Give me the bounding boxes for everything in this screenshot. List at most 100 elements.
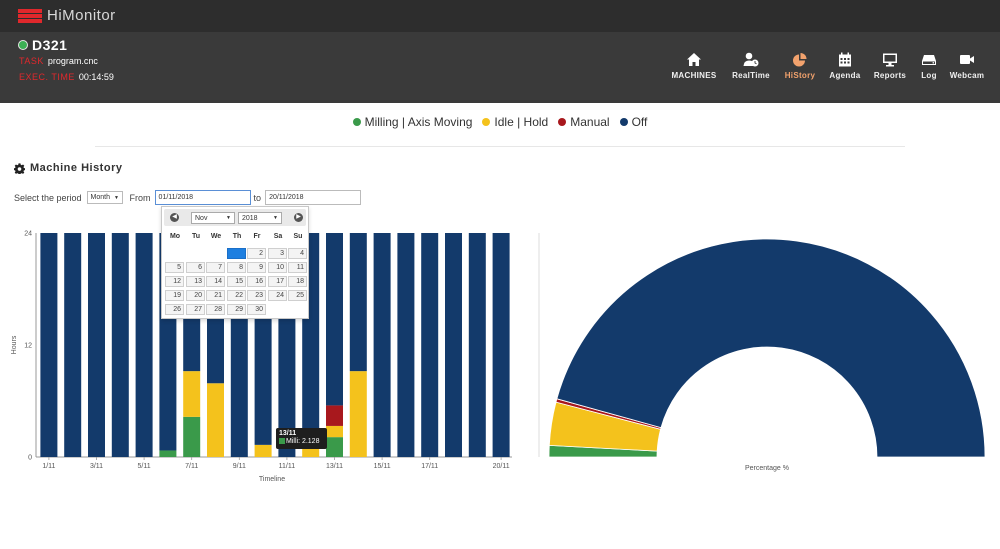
tooltip-swatch-icon bbox=[279, 438, 285, 445]
legend-dot-icon bbox=[619, 118, 628, 126]
calendar-day[interactable]: 4 bbox=[288, 248, 307, 259]
calendar-day[interactable]: 22 bbox=[227, 290, 246, 301]
calendar-day[interactable]: 17 bbox=[268, 276, 287, 287]
calendar-day[interactable]: 9 bbox=[247, 262, 266, 273]
calendar-day[interactable]: 15 bbox=[227, 276, 246, 287]
calendar-day[interactable]: 28 bbox=[206, 304, 225, 315]
calendar-day[interactable]: 7 bbox=[206, 262, 225, 273]
month-select[interactable]: Nov ▼ bbox=[191, 212, 235, 224]
app-logo[interactable]: HiMonitor bbox=[18, 7, 116, 24]
legend-item-manual[interactable]: Manual bbox=[558, 115, 610, 129]
x-axis-title: Timeline bbox=[259, 476, 285, 483]
bar-segment-off[interactable] bbox=[326, 233, 343, 406]
period-select[interactable]: Month ▼ bbox=[86, 191, 123, 204]
calendar-day[interactable]: 29 bbox=[227, 304, 246, 315]
bar-segment-off[interactable] bbox=[88, 233, 105, 457]
bar-segment-idle[interactable] bbox=[207, 383, 224, 457]
bar-segment-idle[interactable] bbox=[254, 444, 272, 457]
calendar-day[interactable]: 25 bbox=[288, 290, 307, 301]
calendar-day[interactable]: 24 bbox=[268, 290, 287, 301]
to-date-input[interactable]: 20/11/2018 bbox=[265, 190, 362, 205]
to-label: to bbox=[253, 192, 262, 203]
period-selector: Select the period Month ▼ From 01/11/201… bbox=[14, 190, 362, 205]
nav-machines[interactable]: MACHINES bbox=[671, 52, 717, 86]
y-tick-label: 24 bbox=[24, 231, 32, 238]
weekday-label: Mo bbox=[169, 233, 181, 240]
calendar-day[interactable]: 20 bbox=[186, 290, 205, 301]
from-date-input[interactable]: 01/11/2018 bbox=[154, 190, 251, 205]
calendar-day[interactable]: 23 bbox=[247, 290, 266, 301]
bar-segment-milling[interactable] bbox=[326, 437, 343, 457]
calendar-day[interactable]: 30 bbox=[247, 304, 266, 315]
calendar-day[interactable]: 19 bbox=[165, 290, 184, 301]
bar-segment-milling[interactable] bbox=[159, 450, 177, 457]
year-value: 2018 bbox=[242, 214, 258, 222]
bar-segment-off[interactable] bbox=[492, 233, 510, 457]
bar-segment-off[interactable] bbox=[349, 233, 367, 372]
calendar-day[interactable]: 2 bbox=[247, 248, 266, 259]
legend-item-milling[interactable]: Milling | Axis Moving bbox=[352, 115, 473, 129]
exec-time-label: EXEC. TIME bbox=[19, 72, 75, 82]
bar-segment-off[interactable] bbox=[373, 233, 391, 457]
gear-icon bbox=[14, 162, 25, 174]
legend-dot-icon bbox=[558, 118, 567, 126]
machine-name: D321 bbox=[32, 37, 68, 53]
calendar-day[interactable]: 13 bbox=[186, 276, 205, 287]
x-tick-label: 5/11 bbox=[138, 463, 151, 470]
legend-label: Idle | Hold bbox=[494, 115, 549, 129]
calendar-day[interactable]: 11 bbox=[288, 262, 307, 273]
year-select[interactable]: 2018 ▼ bbox=[238, 212, 282, 224]
chart-tooltip: 13/11 Milli: 2.128 bbox=[276, 428, 327, 449]
legend-label: Manual bbox=[570, 115, 610, 129]
calendar-day[interactable]: 16 bbox=[247, 276, 266, 287]
bar-segment-off[interactable] bbox=[111, 233, 129, 457]
nav-label: Log bbox=[921, 71, 937, 80]
y-axis-title: Hours bbox=[11, 335, 18, 354]
x-tick-label: 15/11 bbox=[374, 463, 391, 470]
bar-segment-milling[interactable] bbox=[183, 416, 201, 457]
month-value: Nov bbox=[195, 214, 208, 222]
prev-month-button[interactable]: ◀ bbox=[170, 213, 179, 222]
bar-segment-off[interactable] bbox=[468, 233, 486, 457]
calendar-day[interactable]: 10 bbox=[268, 262, 287, 273]
task-value: program.cnc bbox=[47, 56, 98, 66]
nav-history[interactable]: HiStory bbox=[783, 52, 817, 86]
bar-segment-off[interactable] bbox=[445, 233, 462, 457]
calendar-day[interactable]: 12 bbox=[165, 276, 184, 287]
nav-log[interactable]: Log bbox=[915, 52, 943, 86]
weekday-label: Th bbox=[232, 233, 242, 240]
nav-reports[interactable]: Reports bbox=[873, 52, 907, 86]
calendar-day[interactable]: 18 bbox=[288, 276, 307, 287]
bar-segment-idle[interactable] bbox=[326, 425, 343, 438]
legend-label: Milling | Axis Moving bbox=[364, 115, 473, 129]
calendar-day[interactable]: 21 bbox=[206, 290, 225, 301]
task-label: TASK bbox=[19, 56, 44, 66]
tooltip-date: 13/11 bbox=[279, 430, 297, 437]
bar-segment-off[interactable] bbox=[64, 233, 82, 457]
legend-item-off[interactable]: Off bbox=[619, 115, 647, 129]
bar-segment-off[interactable] bbox=[135, 233, 153, 457]
calendar-day[interactable]: 6 bbox=[186, 262, 205, 273]
calendar-day[interactable]: 3 bbox=[268, 248, 287, 259]
next-month-button[interactable]: ▶ bbox=[294, 213, 303, 222]
bar-segment-off[interactable] bbox=[421, 233, 439, 457]
x-tick-label: 1/11 bbox=[42, 463, 55, 470]
legend-item-idle[interactable]: Idle | Hold bbox=[482, 115, 548, 129]
nav-agenda[interactable]: Agenda bbox=[828, 52, 862, 86]
calendar-day[interactable]: 14 bbox=[206, 276, 225, 287]
calendar-day[interactable]: 5 bbox=[165, 262, 184, 273]
bar-segment-idle[interactable] bbox=[349, 371, 367, 457]
bar-segment-off[interactable] bbox=[397, 233, 415, 457]
calendar-day[interactable]: 1 bbox=[227, 248, 246, 259]
chevron-down-icon: ▼ bbox=[273, 215, 278, 221]
calendar-day[interactable]: 27 bbox=[186, 304, 205, 315]
bar-segment-off[interactable] bbox=[40, 233, 58, 457]
task-info: TASK program.cnc bbox=[19, 56, 98, 66]
section-header: Machine History bbox=[14, 162, 122, 174]
calendar-day[interactable]: 8 bbox=[227, 262, 246, 273]
nav-realtime[interactable]: RealTime bbox=[731, 52, 771, 86]
nav-webcam[interactable]: Webcam bbox=[948, 52, 986, 86]
bar-segment-idle[interactable] bbox=[183, 371, 201, 417]
bar-segment-manual[interactable] bbox=[326, 405, 343, 426]
calendar-day[interactable]: 26 bbox=[165, 304, 184, 315]
